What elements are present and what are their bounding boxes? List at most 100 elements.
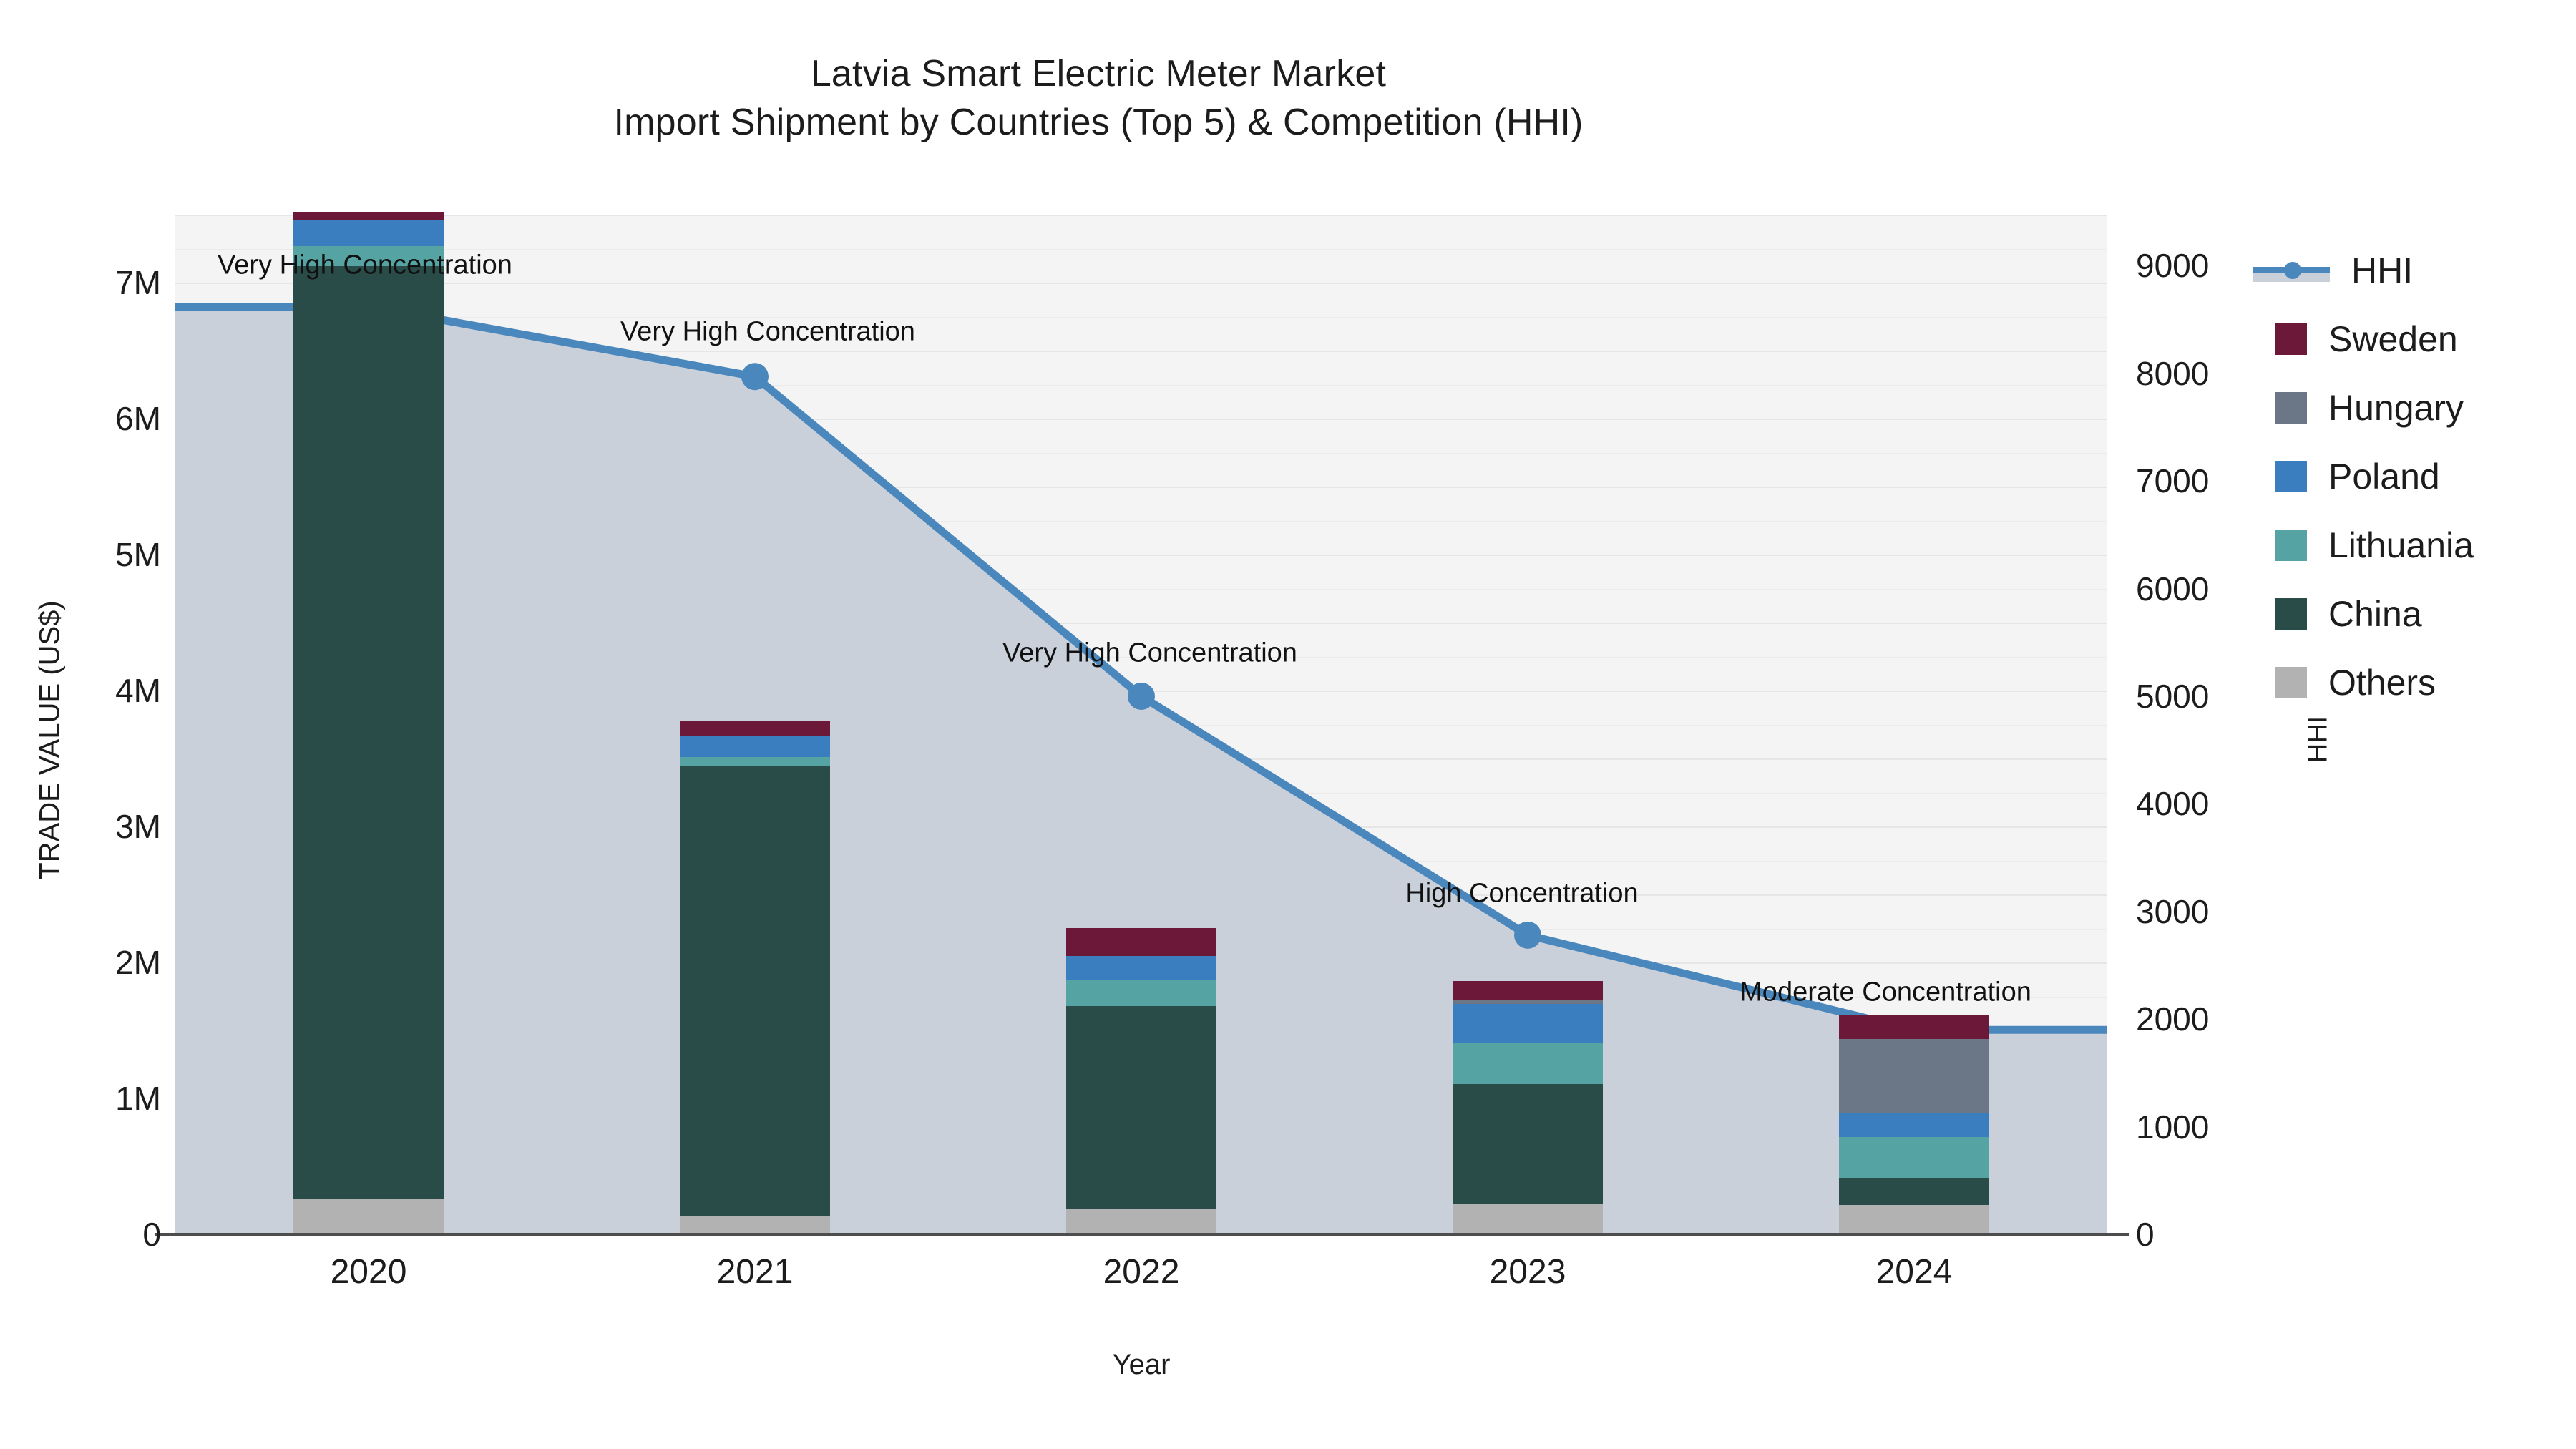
y-axis-left-tick: 0 [142, 1216, 161, 1253]
legend-label: Others [2328, 663, 2436, 703]
gridline [175, 384, 2107, 386]
gridline [175, 996, 2107, 998]
bar-segment-lithuania[interactable] [1066, 980, 1216, 1006]
legend-swatch-icon [2275, 598, 2307, 630]
y-axis-left-tick: 1M [115, 1080, 161, 1117]
gridline [175, 1200, 2107, 1202]
bar-segment-others[interactable] [1453, 1204, 1603, 1234]
y-axis-right-tick: 8000 [2136, 354, 2210, 392]
bar-segment-poland[interactable] [1066, 956, 1216, 980]
gridline [175, 928, 2107, 930]
gridline [175, 215, 2107, 216]
legend-item-hhi[interactable]: HHI [2253, 236, 2576, 305]
x-axis-line [175, 1233, 2107, 1236]
bar-segment-china[interactable] [293, 266, 444, 1199]
legend-label: Lithuania [2328, 525, 2474, 565]
y-axis-left-zero-tick [155, 1233, 176, 1236]
bar-segment-others[interactable] [293, 1199, 444, 1234]
y-axis-right-tick: 7000 [2136, 462, 2210, 500]
x-axis-tick-2022: 2022 [1103, 1253, 1180, 1291]
bar-segment-others[interactable] [1066, 1208, 1216, 1234]
y-axis-right-tick: 0 [2136, 1216, 2155, 1253]
chart-title: Latvia Smart Electric Meter Market Impor… [0, 50, 2197, 147]
y-axis-right-tick: 1000 [2136, 1108, 2210, 1146]
bar-segment-others[interactable] [1839, 1205, 1989, 1234]
bar-segment-sweden[interactable] [1839, 1015, 1989, 1040]
legend-label: China [2328, 594, 2422, 634]
bar-segment-china[interactable] [1066, 1005, 1216, 1209]
y-axis-left-tick: 2M [115, 944, 161, 981]
gridline [175, 419, 2107, 420]
chart-title-line-1: Latvia Smart Electric Meter Market [810, 53, 1387, 94]
gridline [175, 894, 2107, 896]
bar-segment-poland[interactable] [293, 220, 444, 246]
legend-swatch-icon [2275, 667, 2307, 698]
bar-segment-poland[interactable] [680, 736, 830, 758]
bar-segment-lithuania[interactable] [1839, 1137, 1989, 1179]
gridline [175, 1098, 2107, 1100]
hhi-marker[interactable] [741, 363, 769, 391]
legend-label: Poland [2328, 457, 2440, 497]
legend-line-marker-icon [2253, 255, 2330, 286]
chart-title-line-2: Import Shipment by Countries (Top 5) & C… [613, 101, 1584, 143]
legend-item-china[interactable]: China [2275, 580, 2576, 648]
gridline [175, 691, 2107, 692]
bar-segment-hungary[interactable] [1453, 1000, 1603, 1004]
y-axis-right-tick: 2000 [2136, 1000, 2210, 1038]
bar-segment-china[interactable] [1453, 1084, 1603, 1204]
legend-item-sweden[interactable]: Sweden [2275, 305, 2576, 374]
x-axis-tick-2024: 2024 [1875, 1253, 1953, 1291]
bar-segment-hungary[interactable] [1839, 1039, 1989, 1113]
bar-segment-poland[interactable] [1453, 1003, 1603, 1044]
gridline [175, 792, 2107, 794]
hhi-marker[interactable] [1514, 921, 1541, 949]
y-axis-right-tick: 3000 [2136, 892, 2210, 930]
y-axis-right-tick: 9000 [2136, 247, 2210, 285]
y-axis-left-tick: 5M [115, 536, 161, 573]
legend-swatch-icon [2275, 323, 2307, 355]
legend-swatch-icon [2275, 392, 2307, 424]
gridline [175, 1030, 2107, 1032]
x-axis-tick-2023: 2023 [1489, 1253, 1566, 1291]
legend-item-lithuania[interactable]: Lithuania [2275, 511, 2576, 580]
gridline [175, 758, 2107, 760]
gridline [175, 623, 2107, 624]
bar-segment-sweden[interactable] [1066, 927, 1216, 957]
bar-segment-others[interactable] [680, 1216, 830, 1234]
gridline [175, 826, 2107, 828]
gridline [175, 588, 2107, 590]
gridline [175, 283, 2107, 284]
y-axis-left-tick: 6M [115, 400, 161, 437]
legend-item-others[interactable]: Others [2275, 648, 2576, 717]
x-axis-tick-2021: 2021 [716, 1253, 794, 1291]
gridline [175, 452, 2107, 454]
y-axis-right-tick: 6000 [2136, 570, 2210, 608]
x-axis-label: Year [1112, 1349, 1171, 1380]
y-axis-right-zero-tick [2107, 1233, 2129, 1236]
gridline [175, 316, 2107, 318]
legend: HHI Sweden Hungary Poland Lithuania China Othe… [2253, 236, 2576, 717]
legend-label: Sweden [2328, 319, 2458, 359]
gridline [175, 1166, 2107, 1168]
gridline [175, 724, 2107, 726]
legend-item-poland[interactable]: Poland [2275, 442, 2576, 511]
x-axis-tick-2020: 2020 [330, 1253, 407, 1291]
legend-item-hungary[interactable]: Hungary [2275, 374, 2576, 442]
y-axis-right-tick: 5000 [2136, 677, 2210, 715]
legend-label: HHI [2351, 250, 2414, 291]
hhi-line [364, 302, 1918, 1034]
gridline [175, 860, 2107, 862]
bar-segment-china[interactable] [680, 765, 830, 1217]
gridline [175, 1132, 2107, 1134]
hhi-marker[interactable] [1128, 682, 1155, 710]
hhi-area-fill [175, 306, 2107, 1234]
legend-dot-icon [2284, 262, 2301, 279]
gridline [175, 351, 2107, 352]
y-axis-left-tick: 7M [115, 264, 161, 301]
gridline [175, 487, 2107, 488]
bar-segment-sweden[interactable] [680, 721, 830, 736]
gridline [175, 520, 2107, 522]
y-axis-left-label: TRADE VALUE (US$) [34, 600, 66, 880]
y-axis-left-tick: 4M [115, 672, 161, 709]
gridline [175, 656, 2107, 658]
